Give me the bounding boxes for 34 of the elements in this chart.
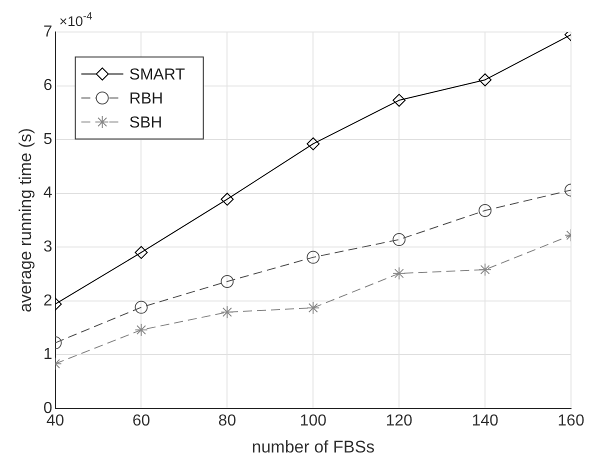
point: [220, 275, 234, 288]
x-tick-label: 80: [218, 412, 236, 430]
point: [220, 192, 234, 206]
x-tick-label: 40: [46, 412, 64, 430]
point: [392, 266, 406, 280]
y-tick-label: 2: [43, 292, 52, 310]
y-tick-label: 4: [43, 184, 52, 202]
point: [220, 306, 234, 319]
point: [134, 300, 148, 314]
x-tick-label: 100: [300, 412, 327, 430]
point: [478, 73, 492, 86]
point: [392, 233, 406, 246]
x-tick-label: 140: [472, 412, 498, 430]
y-tick-label: 3: [43, 238, 52, 256]
point: [134, 246, 148, 259]
point: [392, 94, 406, 107]
x-axis-title: number of FBSs: [252, 437, 375, 456]
point: [306, 137, 320, 150]
legend-label: RBH: [129, 90, 164, 108]
y-axis-title: average running time (s): [16, 128, 35, 312]
x-tick-label: 160: [558, 412, 584, 430]
x-tick-label: 120: [386, 412, 413, 430]
y-tick-label: 5: [43, 130, 52, 148]
point: [478, 263, 492, 276]
legend-label: SMART: [129, 66, 186, 84]
y-tick-label: 7: [43, 23, 52, 40]
point: [306, 301, 320, 314]
y-tick-label: 6: [43, 77, 52, 94]
legend-label: SBH: [129, 114, 162, 132]
point: [478, 204, 492, 218]
y-tick-label: 1: [43, 346, 52, 364]
point: [306, 250, 320, 264]
point: [134, 323, 148, 336]
x-tick-label: 60: [132, 412, 150, 430]
